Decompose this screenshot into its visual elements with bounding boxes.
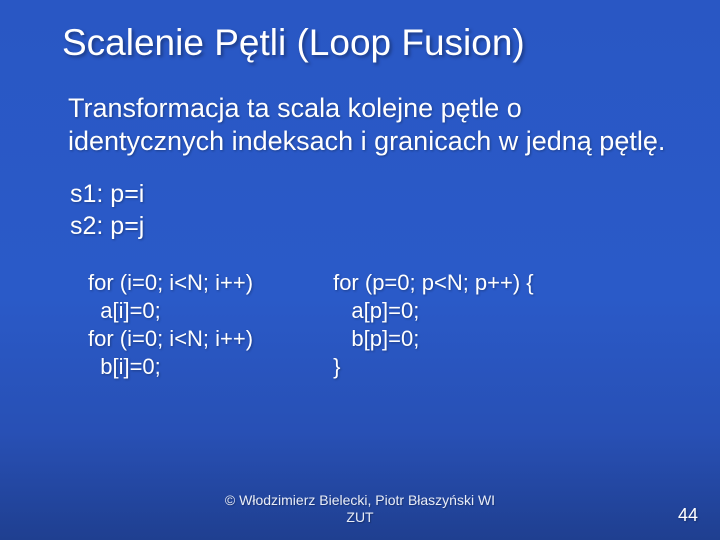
code-columns: for (i=0; i<N; i++) a[i]=0; for (i=0; i<… bbox=[88, 269, 680, 382]
slide-title: Scalenie Pętli (Loop Fusion) bbox=[62, 22, 680, 64]
code-after: for (p=0; p<N; p++) { a[p]=0; b[p]=0; } bbox=[333, 269, 534, 382]
code-before: for (i=0; i<N; i++) a[i]=0; for (i=0; i<… bbox=[88, 269, 253, 382]
substitution-list: s1: p=i s2: p=j bbox=[70, 178, 680, 243]
substitution-s2: s2: p=j bbox=[70, 210, 680, 243]
footer-credit: © Włodzimierz Bielecki, Piotr Błaszyński… bbox=[0, 492, 720, 526]
substitution-s1: s1: p=i bbox=[70, 178, 680, 211]
page-number: 44 bbox=[678, 505, 698, 526]
slide: Scalenie Pętli (Loop Fusion) Transformac… bbox=[0, 0, 720, 540]
body-paragraph: Transformacja ta scala kolejne pętle o i… bbox=[68, 92, 680, 158]
